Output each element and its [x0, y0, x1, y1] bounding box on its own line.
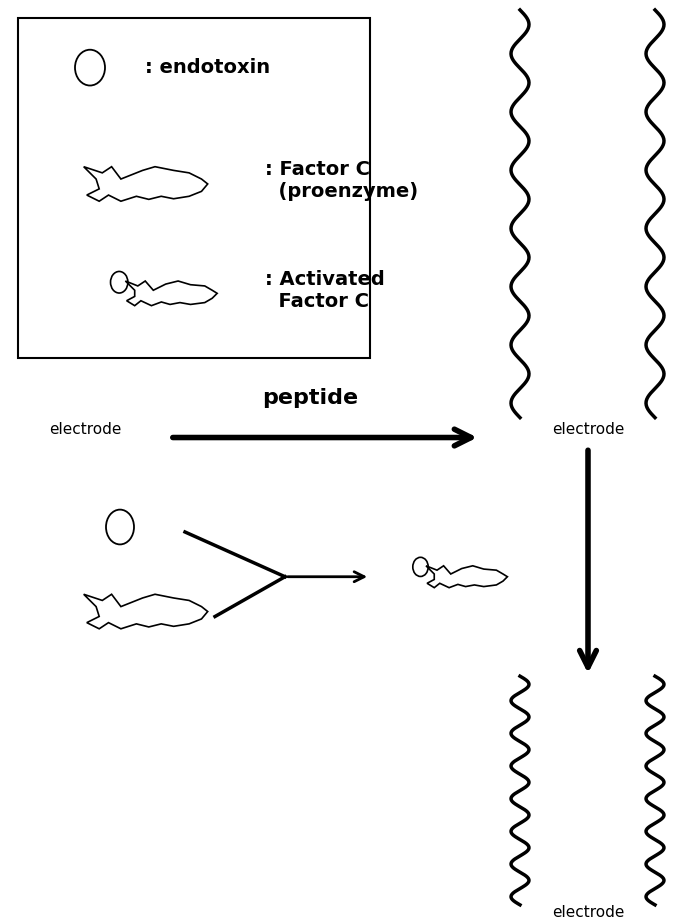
- Text: : Activated
  Factor C: : Activated Factor C: [265, 270, 385, 311]
- Bar: [18, 17, 370, 358]
- Text: : Factor C
  (proenzyme): : Factor C (proenzyme): [265, 160, 418, 202]
- Text: : endotoxin: : endotoxin: [145, 58, 270, 77]
- Text: electrode: electrode: [552, 422, 624, 437]
- Text: electrode: electrode: [49, 422, 121, 437]
- Text: peptide: peptide: [262, 388, 358, 408]
- Text: electrode: electrode: [552, 905, 624, 920]
